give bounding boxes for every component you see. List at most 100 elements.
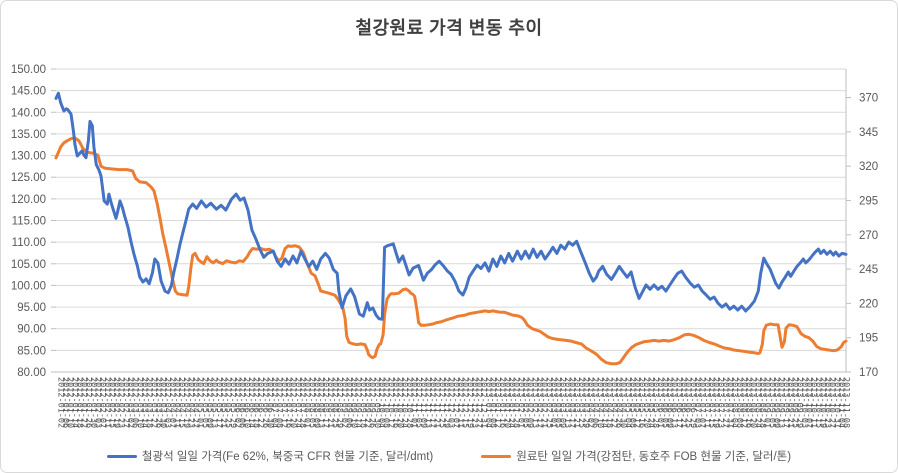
svg-text:2012-11-01: 2012-11-01 <box>409 377 419 428</box>
svg-text:2012-04-27: 2012-04-27 <box>190 377 200 428</box>
svg-text:2012-11-21: 2012-11-21 <box>432 377 442 428</box>
svg-text:2013-03-29: 2013-03-29 <box>580 377 590 428</box>
svg-text:2012-01-22: 2012-01-22 <box>79 377 89 428</box>
svg-text:2012-08-29: 2012-08-29 <box>334 377 344 428</box>
svg-text:2012-05-09: 2012-05-09 <box>204 377 214 428</box>
svg-text:2012-11-05: 2012-11-05 <box>413 377 423 428</box>
svg-text:2013-06-13: 2013-06-13 <box>669 377 679 428</box>
svg-text:2012-06-06: 2012-06-06 <box>237 377 247 428</box>
svg-text:2013-10-23: 2013-10-23 <box>822 377 832 428</box>
svg-text:2012-12-31: 2012-12-31 <box>478 377 488 428</box>
svg-text:2013-07-27: 2013-07-27 <box>720 377 730 428</box>
svg-text:2013-11-08: 2013-11-08 <box>841 377 851 428</box>
svg-text:2012-12-07: 2012-12-07 <box>450 377 460 428</box>
svg-text:2012-04-23: 2012-04-23 <box>185 377 195 428</box>
svg-text:95.00: 95.00 <box>17 302 46 314</box>
svg-text:2013-02-01: 2013-02-01 <box>515 377 525 428</box>
svg-text:115.00: 115.00 <box>12 216 46 228</box>
svg-text:2012-06-26: 2012-06-26 <box>260 377 270 428</box>
svg-text:2012-09-02: 2012-09-02 <box>339 377 349 428</box>
svg-text:2013-02-17: 2013-02-17 <box>534 377 544 428</box>
svg-text:2012-02-15: 2012-02-15 <box>106 377 116 428</box>
svg-text:2012-07-16: 2012-07-16 <box>283 377 293 428</box>
svg-text:2013-04-14: 2013-04-14 <box>599 377 609 428</box>
svg-text:2013-07-23: 2013-07-23 <box>715 377 725 428</box>
svg-text:2012-09-06: 2012-09-06 <box>343 377 353 428</box>
svg-text:2013-01-16: 2013-01-16 <box>497 377 507 428</box>
svg-text:2013-05-12: 2013-05-12 <box>632 377 642 428</box>
svg-text:2013-04-18: 2013-04-18 <box>604 377 614 428</box>
svg-text:2012-01-10: 2012-01-10 <box>65 377 75 428</box>
legend-label-iron-ore: 철광석 일일 가격(Fe 62%, 북중국 CFR 현물 기준, 달러/dmt) <box>141 451 434 463</box>
svg-text:2012-12-27: 2012-12-27 <box>474 377 484 428</box>
svg-text:2013-07-11: 2013-07-11 <box>701 377 711 428</box>
coking-coal-line-marker-icon <box>481 454 512 458</box>
svg-text:2013-01-24: 2013-01-24 <box>506 377 516 428</box>
legend-item-iron-ore: 철광석 일일 가격(Fe 62%, 북중국 CFR 현물 기준, 달러/dmt) <box>106 448 434 464</box>
svg-text:130.00: 130.00 <box>11 151 46 163</box>
svg-text:2012-05-29: 2012-05-29 <box>227 377 237 428</box>
svg-text:2012-08-05: 2012-08-05 <box>306 377 316 428</box>
svg-text:2012-03-30: 2012-03-30 <box>158 377 168 428</box>
svg-text:2012-10-24: 2012-10-24 <box>399 377 409 428</box>
svg-text:145.00: 145.00 <box>11 86 46 98</box>
legend-label-coking-coal: 원료탄 일일 가격(강점탄, 동호주 FOB 현물 기준, 달러/톤) <box>516 451 792 463</box>
svg-text:2013-10-03: 2013-10-03 <box>799 377 809 428</box>
svg-text:2013-08-16: 2013-08-16 <box>743 377 753 428</box>
svg-text:2013-06-21: 2013-06-21 <box>678 377 688 428</box>
svg-text:2013-07-19: 2013-07-19 <box>711 377 721 428</box>
svg-text:2012-10-08: 2012-10-08 <box>381 377 391 428</box>
svg-text:2013-02-25: 2013-02-25 <box>543 377 553 428</box>
svg-text:100.00: 100.00 <box>11 280 46 292</box>
svg-text:2013-10-19: 2013-10-19 <box>817 377 827 428</box>
svg-text:2013-05-16: 2013-05-16 <box>636 377 646 428</box>
svg-text:2013-09-01: 2013-09-01 <box>762 377 772 428</box>
svg-text:2013-04-10: 2013-04-10 <box>594 377 604 428</box>
svg-text:2012-07-20: 2012-07-20 <box>288 377 298 428</box>
svg-text:2013-08-04: 2013-08-04 <box>729 377 739 428</box>
svg-text:2012-04-15: 2012-04-15 <box>176 377 186 428</box>
svg-text:2012-06-10: 2012-06-10 <box>241 377 251 428</box>
svg-text:2013-07-31: 2013-07-31 <box>725 377 735 428</box>
svg-text:2013-02-09: 2013-02-09 <box>525 377 535 428</box>
svg-text:2013-06-29: 2013-06-29 <box>687 377 697 428</box>
svg-text:2012-11-17: 2012-11-17 <box>427 377 437 428</box>
svg-text:2013-09-29: 2013-09-29 <box>794 377 804 428</box>
svg-text:2013-06-05: 2013-06-05 <box>659 377 669 428</box>
svg-text:2012-05-05: 2012-05-05 <box>199 377 209 428</box>
svg-text:2012-06-18: 2012-06-18 <box>251 377 261 428</box>
svg-text:2012-04-03: 2012-04-03 <box>162 377 172 428</box>
svg-text:2012-09-10: 2012-09-10 <box>348 377 358 428</box>
svg-text:2013-07-07: 2013-07-07 <box>697 377 707 428</box>
svg-text:2013-06-01: 2013-06-01 <box>655 377 665 428</box>
svg-text:2013-06-09: 2013-06-09 <box>664 377 674 428</box>
svg-text:2013-09-21: 2013-09-21 <box>785 377 795 428</box>
svg-text:2012-12-19: 2012-12-19 <box>464 377 474 428</box>
svg-text:2012-07-24: 2012-07-24 <box>292 377 302 428</box>
svg-text:135.00: 135.00 <box>11 129 46 141</box>
svg-text:2013-04-06: 2013-04-06 <box>590 377 600 428</box>
svg-text:2013-01-20: 2013-01-20 <box>501 377 511 428</box>
svg-text:170: 170 <box>859 367 878 379</box>
iron-ore-line-marker-icon <box>106 454 137 458</box>
svg-text:80.00: 80.00 <box>17 367 46 379</box>
svg-text:2013-09-09: 2013-09-09 <box>771 377 781 428</box>
svg-text:2013-03-13: 2013-03-13 <box>562 377 572 428</box>
svg-text:85.00: 85.00 <box>17 345 46 357</box>
svg-text:2013-03-25: 2013-03-25 <box>576 377 586 428</box>
svg-text:2013-07-03: 2013-07-03 <box>692 377 702 428</box>
svg-text:2013-08-20: 2013-08-20 <box>748 377 758 428</box>
svg-text:2013-03-05: 2013-03-05 <box>553 377 563 428</box>
svg-text:2013-10-07: 2013-10-07 <box>804 377 814 428</box>
svg-text:2012-08-25: 2012-08-25 <box>330 377 340 428</box>
svg-text:2012-11-09: 2012-11-09 <box>418 377 428 428</box>
svg-text:2013-01-04: 2013-01-04 <box>483 377 493 428</box>
svg-text:2012-10-04: 2012-10-04 <box>376 377 386 428</box>
svg-text:2013-09-17: 2013-09-17 <box>780 377 790 428</box>
svg-text:2013-02-13: 2013-02-13 <box>529 377 539 428</box>
svg-text:2013-08-24: 2013-08-24 <box>752 377 762 428</box>
svg-text:2012-05-13: 2012-05-13 <box>209 377 219 428</box>
svg-text:2012-06-14: 2012-06-14 <box>246 377 256 428</box>
svg-text:2012-12-11: 2012-12-11 <box>455 377 465 428</box>
svg-text:2012-12-15: 2012-12-15 <box>460 377 470 428</box>
